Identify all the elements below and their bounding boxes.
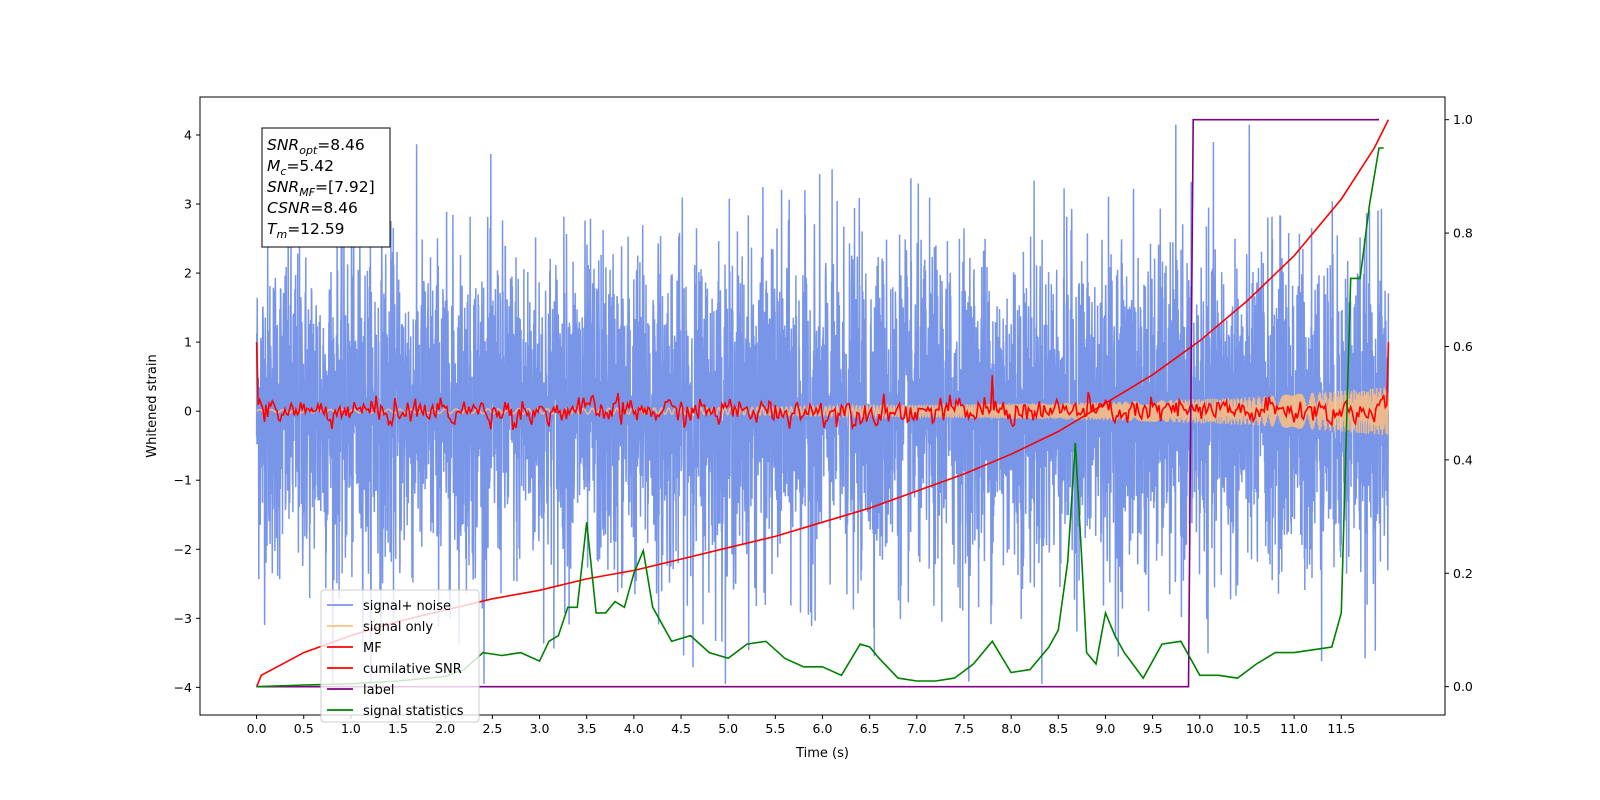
x-tick-label: 2.5	[482, 721, 502, 736]
x-tick-label: 1.5	[388, 721, 408, 736]
info-box-line: CSNR=8.46	[267, 199, 358, 217]
y-tick-label: 0	[184, 404, 192, 419]
x-tick-label: 9.5	[1143, 721, 1163, 736]
info-box-frame	[261, 127, 391, 248]
y-axis-ticks: 4 3 2 1 0 −1 −2 −3 −4	[174, 127, 200, 695]
x-tick-label: 2.0	[435, 721, 455, 736]
legend-entry: signal statistics	[363, 704, 464, 719]
x-tick-label: 7.5	[954, 721, 974, 736]
x-axis-label: Time (s)	[795, 746, 849, 761]
info-box-line: SNRopt=8.46	[267, 136, 365, 157]
x-tick-label: 4.0	[624, 721, 644, 736]
y2-tick-label: 0.6	[1453, 339, 1473, 354]
x-tick-label: 0.0	[247, 721, 267, 736]
series-label-line	[256, 118, 1379, 688]
y2-tick-label: 1.0	[1453, 112, 1473, 127]
x-tick-label: 8.5	[1048, 721, 1068, 736]
info-box-line: Mc=5.42	[267, 157, 334, 178]
x-tick-label: 5.0	[718, 721, 738, 736]
series-signal-statistics-line	[256, 147, 1384, 688]
legend-entry: signal+ noise	[363, 599, 451, 614]
x-tick-label: 1.0	[341, 721, 361, 736]
y2-tick-label: 0.4	[1453, 452, 1473, 467]
x-tick-label: 9.0	[1096, 721, 1116, 736]
y2-tick-label: 0.0	[1453, 679, 1473, 694]
y-tick-label: −1	[174, 473, 192, 488]
x-axis-ticks: 0.0 0.5 1.0 1.5 2.0 2.5 3.0 3.5 4.0 4.5 5.0 5.5 6.0 6…	[247, 715, 1355, 736]
x-tick-label: 11.5	[1327, 721, 1355, 736]
y-tick-label: 1	[184, 335, 192, 350]
legend: signal+ noise signal only MF cumilative SNR…	[320, 589, 480, 723]
x-tick-label: 7.0	[907, 721, 927, 736]
x-tick-label: 3.5	[577, 721, 597, 736]
x-tick-label: 5.5	[765, 721, 785, 736]
legend-frame	[320, 589, 480, 723]
x-tick-label: 4.5	[671, 721, 691, 736]
y-tick-label: 2	[184, 266, 192, 281]
x-tick-label: 8.0	[1001, 721, 1021, 736]
legend-entry: MF	[363, 641, 382, 656]
x-tick-label: 3.0	[530, 721, 550, 736]
x-tick-label: 10.0	[1186, 721, 1214, 736]
y2-tick-label: 0.8	[1453, 226, 1473, 241]
x-tick-label: 10.5	[1233, 721, 1261, 736]
y-tick-label: −3	[174, 611, 192, 626]
info-box-line: Tm=12.59	[267, 220, 345, 241]
x-tick-label: 0.5	[294, 721, 314, 736]
y-tick-label: −2	[174, 542, 192, 557]
x-tick-label: 6.5	[860, 721, 880, 736]
y2-tick-label: 0.2	[1453, 566, 1473, 581]
legend-entry: label	[363, 683, 394, 698]
y-tick-label: 3	[184, 197, 192, 212]
legend-entry: cumilative SNR	[363, 662, 462, 677]
x-tick-label: 11.0	[1280, 721, 1308, 736]
y2-axis-ticks: 1.0 0.8 0.6 0.4 0.2 0.0	[1445, 112, 1473, 694]
x-tick-label: 6.0	[813, 721, 833, 736]
info-box-line: SNRMF=[7.92]	[267, 178, 375, 199]
series-mf-line	[255, 342, 1390, 431]
legend-entry: signal only	[363, 620, 433, 635]
y-axis-label: Whitened strain	[145, 354, 160, 457]
y-tick-label: 4	[184, 127, 192, 142]
y-tick-label: −4	[174, 680, 192, 695]
